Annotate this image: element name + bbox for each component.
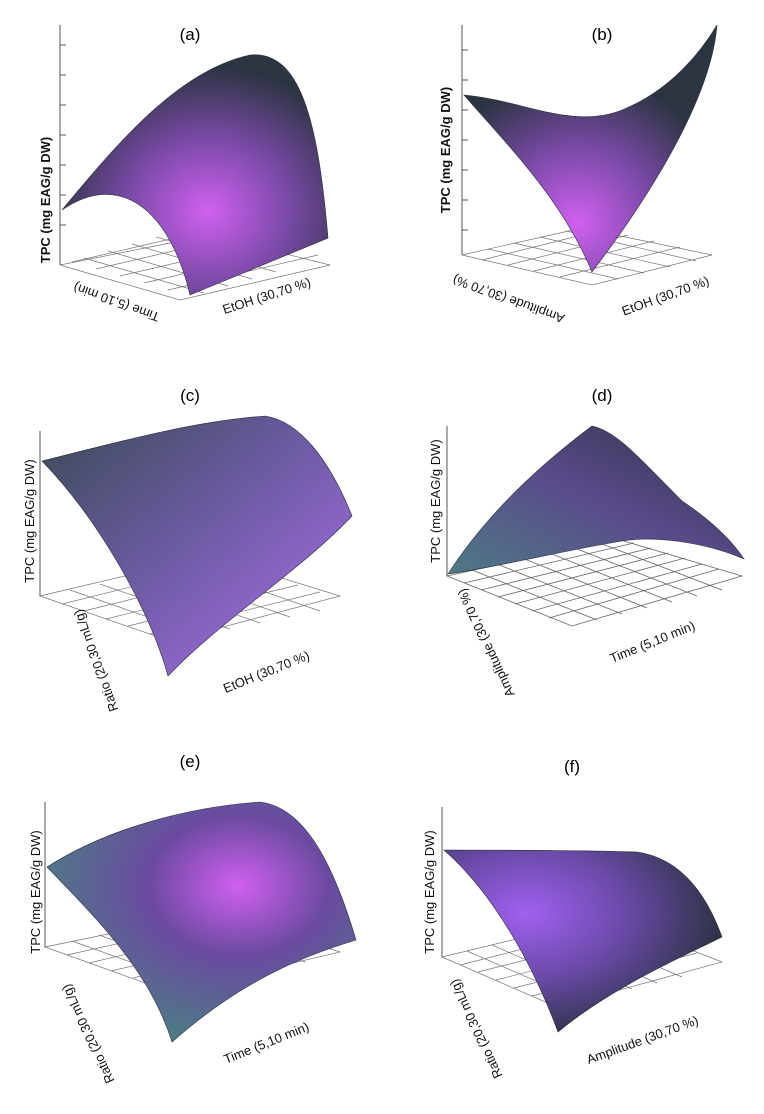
panel-title-f: (f) xyxy=(564,757,580,776)
surface-d xyxy=(447,425,745,575)
y-axis-label-b: EtOH (30,70 %) xyxy=(620,273,711,318)
panel-title-c: (c) xyxy=(180,386,200,405)
y-axis-label-d: Time (5,10 min) xyxy=(608,618,698,666)
panel-e: (e) TPC (mg EAG/g DW) Ratio (20,30 mL/g)… xyxy=(0,742,382,1113)
surface-plot-e: (e) TPC (mg EAG/g DW) Ratio (20,30 mL/g)… xyxy=(28,752,357,1086)
surface-plot-b: (b) TPC (mg EAG/g DW) Amplitude (30,70 %… xyxy=(438,24,718,326)
surface-plot-f: (f) TPC (mg EAG/g DW) Ratio (20,30 mL/g)… xyxy=(422,757,724,1081)
panel-title-b: (b) xyxy=(592,25,613,44)
panel-b: (b) TPC (mg EAG/g DW) Amplitude (30,70 %… xyxy=(382,0,764,371)
x-axis-label-a: Time (5,10 min) xyxy=(71,280,161,325)
z-axis-label-f: TPC (mg EAG/g DW) xyxy=(422,830,437,954)
y-axis-label-f: Amplitude (30,70 %) xyxy=(585,1013,701,1067)
panel-title-a: (a) xyxy=(180,25,201,44)
z-axis-label-c: TPC (mg EAG/g DW) xyxy=(22,459,37,583)
y-axis-label-c: EtOH (30,70 %) xyxy=(221,648,312,696)
surface-e xyxy=(46,801,357,1043)
x-axis-label-b: Amplitude (30,70 %) xyxy=(451,272,567,326)
surface-c xyxy=(41,415,353,677)
surface-plot-c: (c) TPC (mg EAG/g DW) Ratio (20,30 mL/g)… xyxy=(22,386,353,714)
y-axis-label-a: EtOH (30,70 %) xyxy=(221,274,313,317)
panel-title-d: (d) xyxy=(592,386,613,405)
z-axis-label-a: TPC (mg EAG/g DW) xyxy=(38,137,53,263)
x-axis-label-e: Ratio (20,30 mL/g) xyxy=(58,982,117,1086)
surface-a xyxy=(61,54,329,296)
z-axis-label-d: TPC (mg EAG/g DW) xyxy=(428,439,443,563)
surface-b xyxy=(463,24,718,273)
z-axis xyxy=(59,25,66,265)
panel-title-e: (e) xyxy=(180,752,201,771)
surface-plot-a: (a) TPC (mg EAG/g DW) Time (5,10 min) Et… xyxy=(38,25,331,325)
panel-d: (d) TPC (mg EAG/g DW) Amplitude (30,70 %… xyxy=(382,371,764,742)
z-axis-label-b: TPC (mg EAG/g DW) xyxy=(438,87,453,213)
x-axis-label-d: Amplitude (30,70 %) xyxy=(454,586,517,699)
panel-a: (a) TPC (mg EAG/g DW) Time (5,10 min) Et… xyxy=(0,0,382,371)
surface-f xyxy=(443,849,723,1033)
panel-c: (c) TPC (mg EAG/g DW) Ratio (20,30 mL/g)… xyxy=(0,371,382,742)
x-axis-label-c: Ratio (20,30 mL/g) xyxy=(70,607,121,713)
z-axis-label-e: TPC (mg EAG/g DW) xyxy=(28,830,43,954)
z-axis xyxy=(461,25,468,255)
surface-plot-d: (d) TPC (mg EAG/g DW) Amplitude (30,70 %… xyxy=(428,386,745,699)
panel-f: (f) TPC (mg EAG/g DW) Ratio (20,30 mL/g)… xyxy=(382,742,764,1113)
y-axis-label-e: Time (5,10 min) xyxy=(222,1019,312,1067)
x-axis-label-f: Ratio (20,30 mL/g) xyxy=(446,977,505,1081)
